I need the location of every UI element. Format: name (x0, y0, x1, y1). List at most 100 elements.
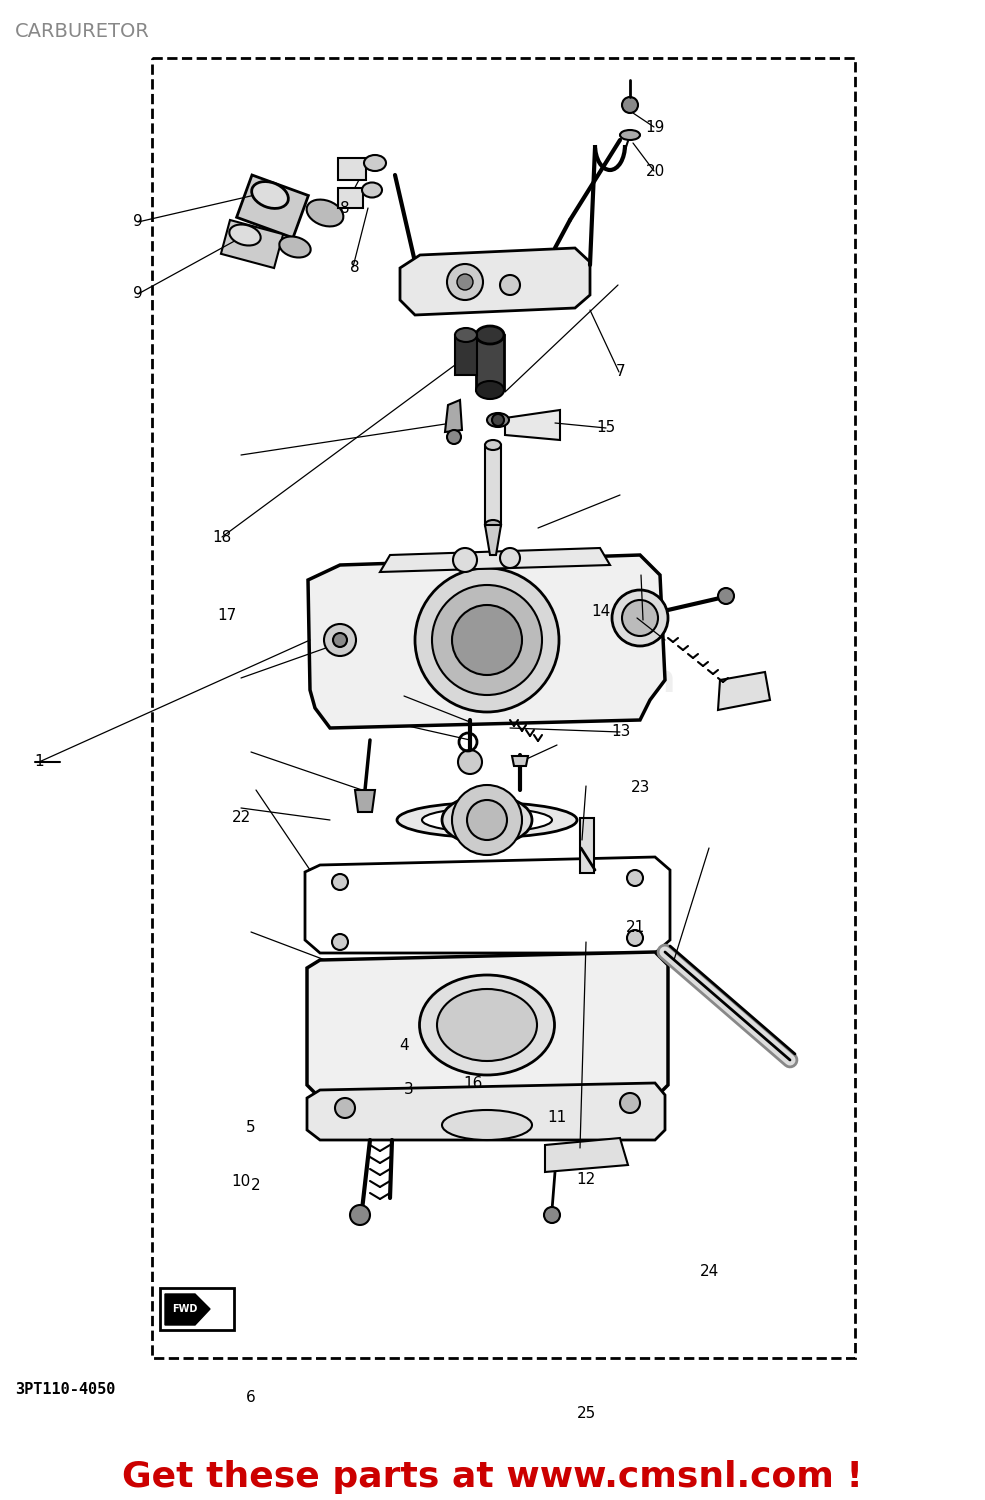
Circle shape (622, 600, 658, 636)
Circle shape (432, 585, 542, 694)
Polygon shape (445, 400, 462, 432)
Text: www.cmsnl.com: www.cmsnl.com (324, 662, 677, 699)
Circle shape (500, 274, 520, 296)
Ellipse shape (251, 182, 289, 209)
Text: 17: 17 (217, 608, 236, 622)
Circle shape (500, 548, 520, 568)
Polygon shape (380, 548, 610, 572)
Ellipse shape (620, 130, 640, 140)
Ellipse shape (476, 381, 504, 399)
Polygon shape (545, 1138, 628, 1172)
Circle shape (447, 264, 483, 300)
Circle shape (453, 548, 477, 572)
Bar (455, 334, 477, 375)
Circle shape (415, 568, 559, 712)
Bar (476, 334, 504, 390)
Circle shape (324, 624, 356, 656)
Ellipse shape (420, 975, 555, 1076)
Text: 14: 14 (591, 604, 611, 619)
Text: FWD: FWD (172, 1304, 198, 1314)
Ellipse shape (455, 328, 477, 342)
Polygon shape (485, 525, 501, 555)
Polygon shape (307, 952, 668, 1098)
Text: 18: 18 (212, 530, 231, 544)
Polygon shape (512, 756, 528, 766)
Circle shape (622, 98, 638, 112)
Circle shape (544, 1208, 560, 1222)
Text: 9: 9 (133, 214, 143, 230)
Bar (221, 220, 283, 268)
Ellipse shape (476, 326, 504, 344)
Text: 2: 2 (251, 1178, 261, 1192)
Circle shape (332, 934, 348, 950)
Text: 15: 15 (596, 420, 616, 435)
Bar (580, 818, 594, 873)
Circle shape (457, 274, 473, 290)
Ellipse shape (306, 200, 344, 226)
Circle shape (452, 784, 522, 855)
Circle shape (447, 430, 461, 444)
Circle shape (627, 870, 643, 886)
Circle shape (452, 604, 522, 675)
Polygon shape (308, 555, 665, 728)
Text: 11: 11 (547, 1110, 566, 1125)
Circle shape (627, 930, 643, 946)
Text: 23: 23 (630, 780, 650, 795)
Text: 3PT110-4050: 3PT110-4050 (15, 1382, 115, 1396)
Ellipse shape (437, 988, 537, 1060)
Ellipse shape (230, 225, 261, 246)
Text: 19: 19 (645, 120, 665, 135)
Ellipse shape (362, 183, 382, 198)
Text: 8: 8 (340, 201, 350, 216)
Text: 24: 24 (699, 1264, 719, 1280)
Polygon shape (307, 1083, 665, 1140)
Circle shape (718, 588, 734, 604)
FancyBboxPatch shape (160, 1288, 234, 1330)
Ellipse shape (487, 413, 509, 428)
Text: 6: 6 (246, 1390, 256, 1406)
Bar (152, 58, 855, 1358)
Text: 1: 1 (34, 754, 44, 770)
Circle shape (333, 633, 347, 646)
Circle shape (350, 1204, 370, 1225)
Circle shape (467, 800, 507, 840)
Bar (236, 176, 308, 238)
Bar (485, 446, 501, 525)
Bar (338, 158, 366, 180)
Circle shape (492, 414, 504, 426)
Polygon shape (305, 856, 670, 952)
Text: 7: 7 (616, 364, 625, 380)
Text: 22: 22 (231, 810, 251, 825)
Text: 4: 4 (399, 1038, 409, 1053)
Polygon shape (400, 248, 590, 315)
Ellipse shape (485, 440, 501, 450)
Polygon shape (505, 410, 560, 440)
Ellipse shape (280, 237, 310, 258)
Polygon shape (718, 672, 770, 710)
Text: Get these parts at www.cmsnl.com !: Get these parts at www.cmsnl.com ! (121, 1460, 863, 1494)
Text: 16: 16 (463, 1076, 483, 1090)
Text: 8: 8 (350, 260, 360, 274)
Circle shape (458, 750, 482, 774)
Ellipse shape (397, 802, 577, 837)
Text: 20: 20 (645, 164, 665, 178)
Ellipse shape (442, 795, 532, 844)
Ellipse shape (442, 1110, 532, 1140)
Ellipse shape (422, 808, 552, 832)
Text: 13: 13 (611, 724, 630, 740)
Circle shape (335, 1098, 355, 1118)
Bar (338, 188, 363, 209)
Text: 9: 9 (133, 286, 143, 302)
Text: 5: 5 (246, 1120, 256, 1136)
Text: 12: 12 (576, 1172, 596, 1186)
Text: 21: 21 (625, 920, 645, 934)
Polygon shape (165, 1294, 210, 1324)
Circle shape (612, 590, 668, 646)
Text: 25: 25 (576, 1406, 596, 1420)
Polygon shape (355, 790, 375, 812)
Ellipse shape (364, 154, 386, 171)
Text: 3: 3 (404, 1082, 414, 1096)
Circle shape (620, 1094, 640, 1113)
Ellipse shape (485, 520, 501, 530)
Text: 10: 10 (231, 1174, 251, 1190)
